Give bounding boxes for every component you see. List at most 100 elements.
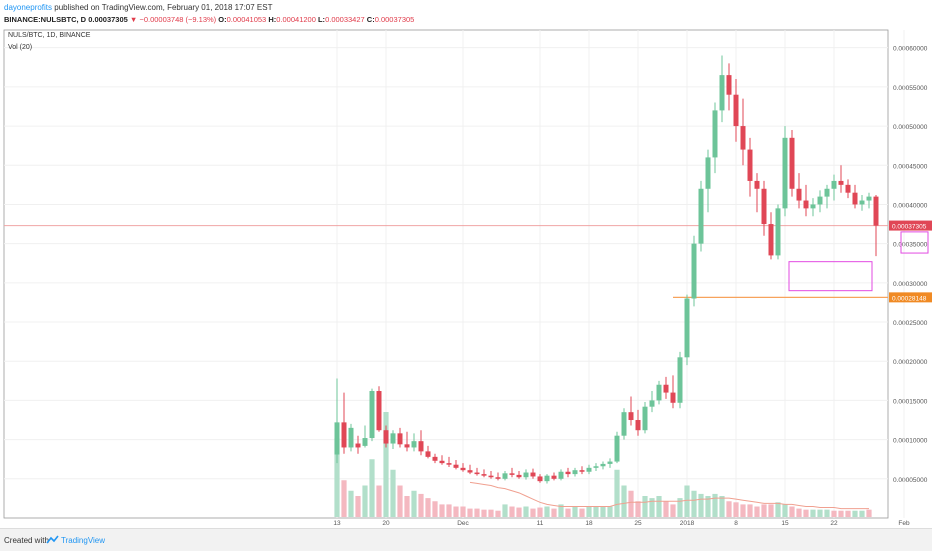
plot-frame bbox=[3, 29, 889, 519]
y-tick-label: 0.00030000 bbox=[893, 281, 928, 288]
volume-bar bbox=[467, 508, 473, 517]
volume-bar bbox=[691, 490, 697, 517]
volume-bar bbox=[754, 506, 760, 517]
candle-body bbox=[789, 137, 795, 189]
candle-body bbox=[390, 433, 396, 444]
volume-bar bbox=[376, 485, 382, 517]
symbol-quote-line: BINANCE:NULSBTC, D 0.00037305 ▼ −0.00003… bbox=[4, 15, 414, 24]
volume-bar bbox=[446, 504, 452, 517]
last-price-tag: 0.00037305 bbox=[892, 224, 927, 231]
last-price-tag-bg bbox=[889, 220, 932, 231]
volume-bar bbox=[558, 504, 564, 517]
candle-body bbox=[334, 422, 340, 455]
volume-bar bbox=[656, 496, 662, 517]
candle-body bbox=[593, 466, 599, 468]
candle-body bbox=[432, 456, 438, 461]
volume-bar bbox=[810, 509, 816, 517]
candlestick-chart[interactable]: 0.00060000 0.00055000 0.00050000 0.00045000… bbox=[0, 28, 932, 526]
candle-body bbox=[530, 472, 536, 477]
candle-body bbox=[663, 384, 669, 393]
volume-bar bbox=[621, 485, 627, 517]
candle-body bbox=[425, 451, 431, 457]
candle-body bbox=[670, 392, 676, 403]
volume-bar bbox=[719, 496, 725, 517]
candle-body bbox=[782, 137, 788, 209]
volume-bar bbox=[663, 501, 669, 517]
candle-body bbox=[859, 200, 865, 205]
candle-body bbox=[803, 200, 809, 209]
high-value: 0.00041200 bbox=[276, 15, 316, 24]
high-label: H: bbox=[268, 15, 277, 24]
volume-bar bbox=[733, 502, 739, 517]
volume-bar bbox=[565, 508, 571, 517]
low-label: L: bbox=[317, 15, 326, 24]
candle-body bbox=[817, 196, 823, 205]
x-tick-label: 22 bbox=[830, 520, 838, 526]
volume-bar bbox=[712, 493, 718, 517]
author-link[interactable]: dayoneprofits bbox=[4, 3, 53, 12]
open-value: 0.00041053 bbox=[226, 15, 267, 24]
candle-body bbox=[495, 477, 501, 479]
volume-bar bbox=[516, 507, 522, 517]
volume-bar bbox=[530, 508, 536, 517]
candle-body bbox=[537, 476, 543, 482]
volume-bar bbox=[362, 485, 368, 517]
volume-bar bbox=[383, 412, 389, 517]
candle-body bbox=[509, 473, 515, 475]
candle-body bbox=[369, 391, 375, 439]
volume-bar bbox=[761, 504, 767, 517]
volume-indicator-label[interactable]: Vol (20) bbox=[8, 44, 33, 51]
volume-bar bbox=[649, 498, 655, 517]
volume-bar bbox=[740, 504, 746, 517]
candle-body bbox=[628, 412, 634, 421]
candle-body bbox=[446, 463, 452, 465]
y-tick-label: 0.00020000 bbox=[893, 359, 928, 366]
volume-bar bbox=[544, 506, 550, 517]
volume-bar bbox=[439, 504, 445, 517]
volume-bar bbox=[607, 506, 613, 517]
volume-bar bbox=[418, 493, 424, 517]
volume-bar bbox=[523, 506, 529, 517]
candle-body bbox=[614, 435, 620, 462]
candle-body bbox=[649, 400, 655, 407]
y-tick-label: 0.00035000 bbox=[893, 242, 928, 249]
candle-body bbox=[796, 188, 802, 201]
volume-bar bbox=[635, 501, 641, 517]
candle-body bbox=[600, 463, 606, 467]
volume-bar bbox=[817, 509, 823, 517]
candle-body bbox=[411, 441, 417, 448]
candle-body bbox=[341, 422, 347, 448]
candle-body bbox=[558, 471, 564, 479]
candle-body bbox=[719, 75, 725, 111]
low-value: 0.00033427 bbox=[325, 15, 365, 24]
volume-bar bbox=[698, 493, 704, 517]
candle-body bbox=[453, 464, 459, 468]
candle-body bbox=[866, 196, 872, 201]
volume-bar bbox=[572, 506, 578, 517]
volume-bar bbox=[677, 498, 683, 517]
candle-body bbox=[761, 188, 767, 225]
volume-bar bbox=[488, 509, 494, 517]
candle-body bbox=[754, 180, 760, 189]
volume-bar bbox=[474, 508, 480, 517]
candle-body bbox=[418, 441, 424, 452]
volume-bar bbox=[824, 509, 830, 517]
published-text: published on TradingView.com, February 0… bbox=[52, 3, 273, 12]
volume-bar bbox=[845, 510, 851, 517]
candle-body bbox=[362, 438, 368, 446]
volume-bar bbox=[789, 506, 795, 517]
volume-bar bbox=[859, 510, 865, 517]
volume-bar bbox=[369, 459, 375, 517]
candle-body bbox=[642, 406, 648, 431]
tradingview-logo[interactable]: TradingView bbox=[46, 534, 126, 548]
candle-body bbox=[705, 157, 711, 189]
symbol-name: BINANCE:NULSBTC, D bbox=[4, 15, 87, 24]
volume-bar bbox=[684, 485, 690, 517]
chart-header-bar: dayoneprofits published on TradingView.c… bbox=[0, 0, 932, 28]
volume-bar bbox=[425, 498, 431, 517]
candle-body bbox=[544, 475, 550, 482]
open-label: O: bbox=[218, 15, 227, 24]
candle-body bbox=[586, 467, 592, 472]
volume-bar bbox=[551, 508, 557, 517]
chart-area[interactable]: 0.00060000 0.00055000 0.00050000 0.00045000… bbox=[0, 28, 932, 526]
